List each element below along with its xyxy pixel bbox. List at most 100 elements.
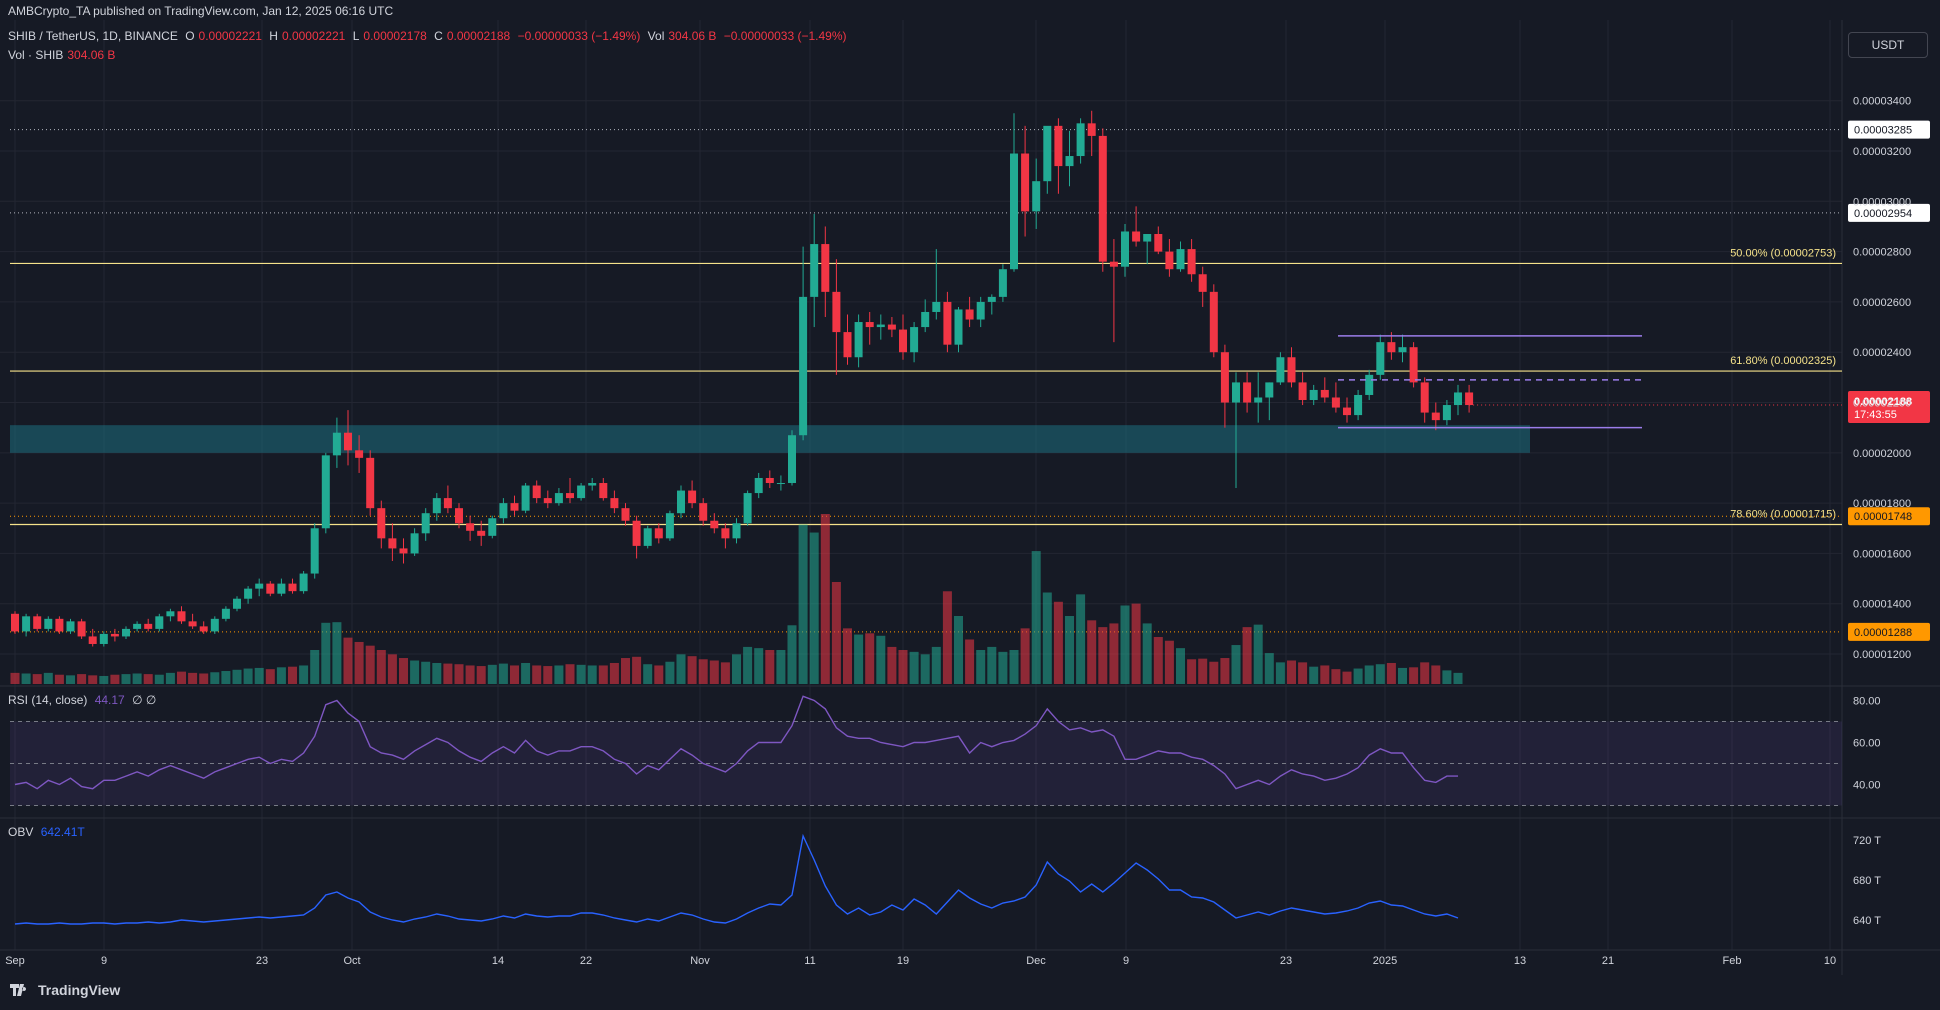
volume-bar	[399, 658, 408, 684]
volume-bar	[454, 664, 464, 684]
candle-body	[788, 435, 796, 484]
candle-body	[665, 513, 674, 539]
price-tick: 0.00002800	[1853, 247, 1911, 259]
obv-tick: 680 T	[1853, 875, 1881, 887]
candle-body	[1065, 156, 1074, 167]
tradingview-logo-icon	[10, 984, 27, 996]
tradingview-logo[interactable]: TradingView	[10, 982, 120, 998]
volume-bar	[565, 664, 575, 684]
candle-body	[1354, 394, 1363, 416]
candle-body	[1109, 261, 1118, 267]
candle-body	[865, 322, 874, 328]
volume-bar	[432, 662, 442, 684]
candle-body	[1232, 382, 1240, 403]
price-tag: 0.00003285	[1854, 125, 1912, 137]
candle-body	[133, 623, 142, 629]
candle-body	[1276, 357, 1285, 383]
candle-body	[821, 244, 830, 292]
volume-bar	[32, 674, 42, 684]
candle-body	[1176, 249, 1185, 270]
candle-body	[677, 490, 685, 514]
obv-value: 642.41T	[40, 825, 85, 839]
candle-body	[1010, 153, 1018, 270]
volume-bar	[887, 646, 897, 684]
volume-bar	[621, 658, 630, 684]
volume-bar	[487, 664, 497, 684]
candle-body	[1309, 389, 1318, 401]
candle-body	[566, 493, 574, 499]
volume-bar	[498, 663, 508, 684]
volume-bar	[676, 654, 686, 684]
candle-body	[710, 520, 719, 529]
time-axis: Sep 9 23 Oct 14 22 Nov 11 19 Dec 9 23 2025 13 21 Feb 10	[5, 955, 1836, 967]
volume-legend: Vol · SHIB 304.06 B	[8, 48, 119, 62]
candle-body	[954, 309, 963, 345]
volume-bar	[265, 669, 275, 684]
volume-bar	[88, 675, 98, 684]
time-tick: Nov	[690, 955, 710, 967]
candle-body	[488, 518, 497, 536]
candle-body	[188, 621, 197, 627]
candle-body	[899, 329, 907, 353]
price-tag: 0.00001748	[1854, 511, 1912, 523]
volume-bar	[1275, 662, 1285, 684]
volume-bar	[987, 646, 997, 684]
volume-bar	[643, 664, 653, 684]
volume-bar	[343, 637, 353, 684]
candle-body	[1254, 397, 1263, 403]
price-tick: 0.00003400	[1853, 96, 1911, 108]
candle-body	[1287, 357, 1296, 383]
time-tick: Dec	[1026, 955, 1046, 967]
price-tag: 0.00001288	[1854, 627, 1912, 639]
candle-body	[221, 608, 230, 619]
volume-bar	[831, 582, 841, 684]
price-tag-bg	[1848, 120, 1930, 139]
volume-bar	[1431, 665, 1441, 684]
symbol-title[interactable]: SHIB / TetherUS, 1D, BINANCE	[8, 29, 178, 43]
rsi-tick: 60.00	[1853, 738, 1881, 750]
candle-body	[432, 498, 441, 514]
ohlc-legend: SHIB / TetherUS, 1D, BINANCE O 0.00002221…	[8, 29, 851, 43]
volume-bar	[765, 650, 775, 684]
vol-label: Vol	[647, 29, 665, 43]
rsi-tick: 80.00	[1853, 696, 1881, 708]
candle-body	[1343, 407, 1351, 416]
volume-bar	[598, 665, 608, 684]
time-tick: Oct	[343, 955, 360, 967]
candle-body	[1220, 352, 1229, 403]
price-axis: 0.00003285 0.00002954 0.00001748 0.00001288…	[1469, 96, 1930, 661]
candle-body	[1454, 392, 1462, 406]
price-tick: 0.00002000	[1853, 448, 1911, 460]
time-tick: 9	[1123, 955, 1129, 967]
candle-body	[765, 477, 774, 484]
volume-bar	[898, 650, 908, 684]
candle-body	[244, 588, 253, 599]
candle-body	[233, 598, 241, 609]
candle-body	[1409, 347, 1418, 383]
candle-body	[399, 548, 408, 554]
volume-bar	[299, 665, 309, 684]
publisher-line: AMBCrypto_TA published on TradingView.co…	[8, 4, 397, 18]
high-value: 0.00002221	[281, 29, 346, 43]
candle-body	[699, 503, 708, 521]
time-tick: 13	[1514, 955, 1526, 967]
volume-bar	[687, 656, 697, 684]
volume-bar	[443, 663, 453, 684]
volume-bar	[10, 672, 20, 684]
candle-body	[55, 618, 64, 632]
price-tick: 0.00001600	[1853, 548, 1911, 560]
volume-bar	[354, 641, 364, 684]
currency-button[interactable]: USDT	[1848, 32, 1928, 58]
volume-bar	[776, 650, 786, 684]
volume-bar	[1209, 661, 1219, 684]
candle-body	[743, 493, 752, 524]
volume-bar	[754, 648, 764, 684]
candle-body	[266, 583, 275, 594]
open-label: O	[185, 29, 195, 43]
time-tick: 11	[804, 955, 815, 967]
volume-bar	[1109, 623, 1119, 684]
volume-bar	[154, 674, 164, 684]
fib-label: 61.80% (0.00002325)	[1730, 355, 1836, 367]
volume-bar	[998, 651, 1008, 684]
